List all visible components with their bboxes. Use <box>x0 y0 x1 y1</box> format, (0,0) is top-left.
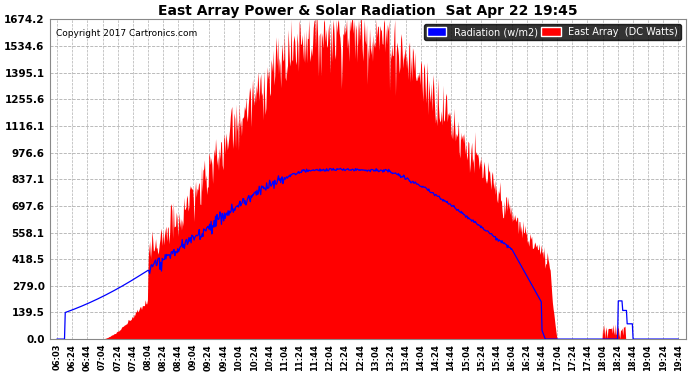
Legend: Radiation (w/m2), East Array  (DC Watts): Radiation (w/m2), East Array (DC Watts) <box>424 24 681 40</box>
Text: Copyright 2017 Cartronics.com: Copyright 2017 Cartronics.com <box>56 29 197 38</box>
Title: East Array Power & Solar Radiation  Sat Apr 22 19:45: East Array Power & Solar Radiation Sat A… <box>158 4 578 18</box>
